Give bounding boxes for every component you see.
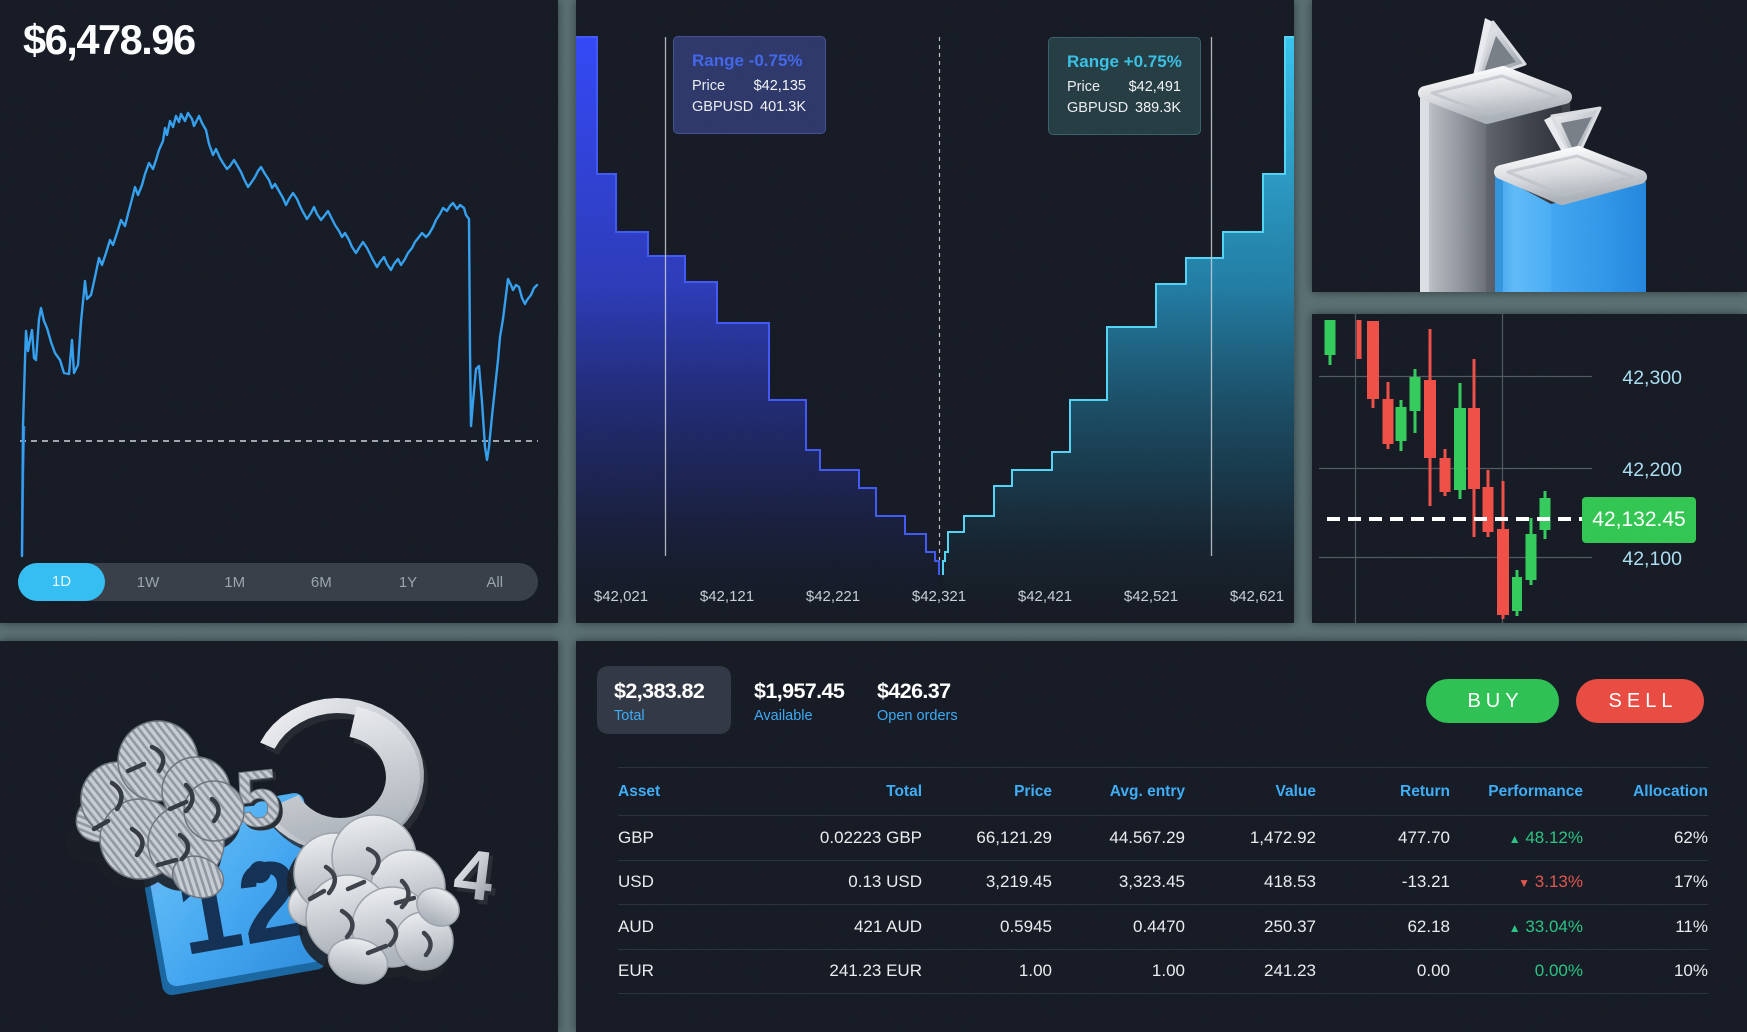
svg-text:42,100: 42,100 [1622, 548, 1682, 570]
svg-text:5: 5 [231, 752, 285, 845]
svg-text:4: 4 [450, 834, 498, 916]
svg-text:42,300: 42,300 [1622, 367, 1682, 389]
svg-text:42,200: 42,200 [1622, 459, 1682, 481]
svg-text:4: 4 [452, 837, 501, 921]
svg-text:42,132.45: 42,132.45 [1592, 508, 1685, 531]
